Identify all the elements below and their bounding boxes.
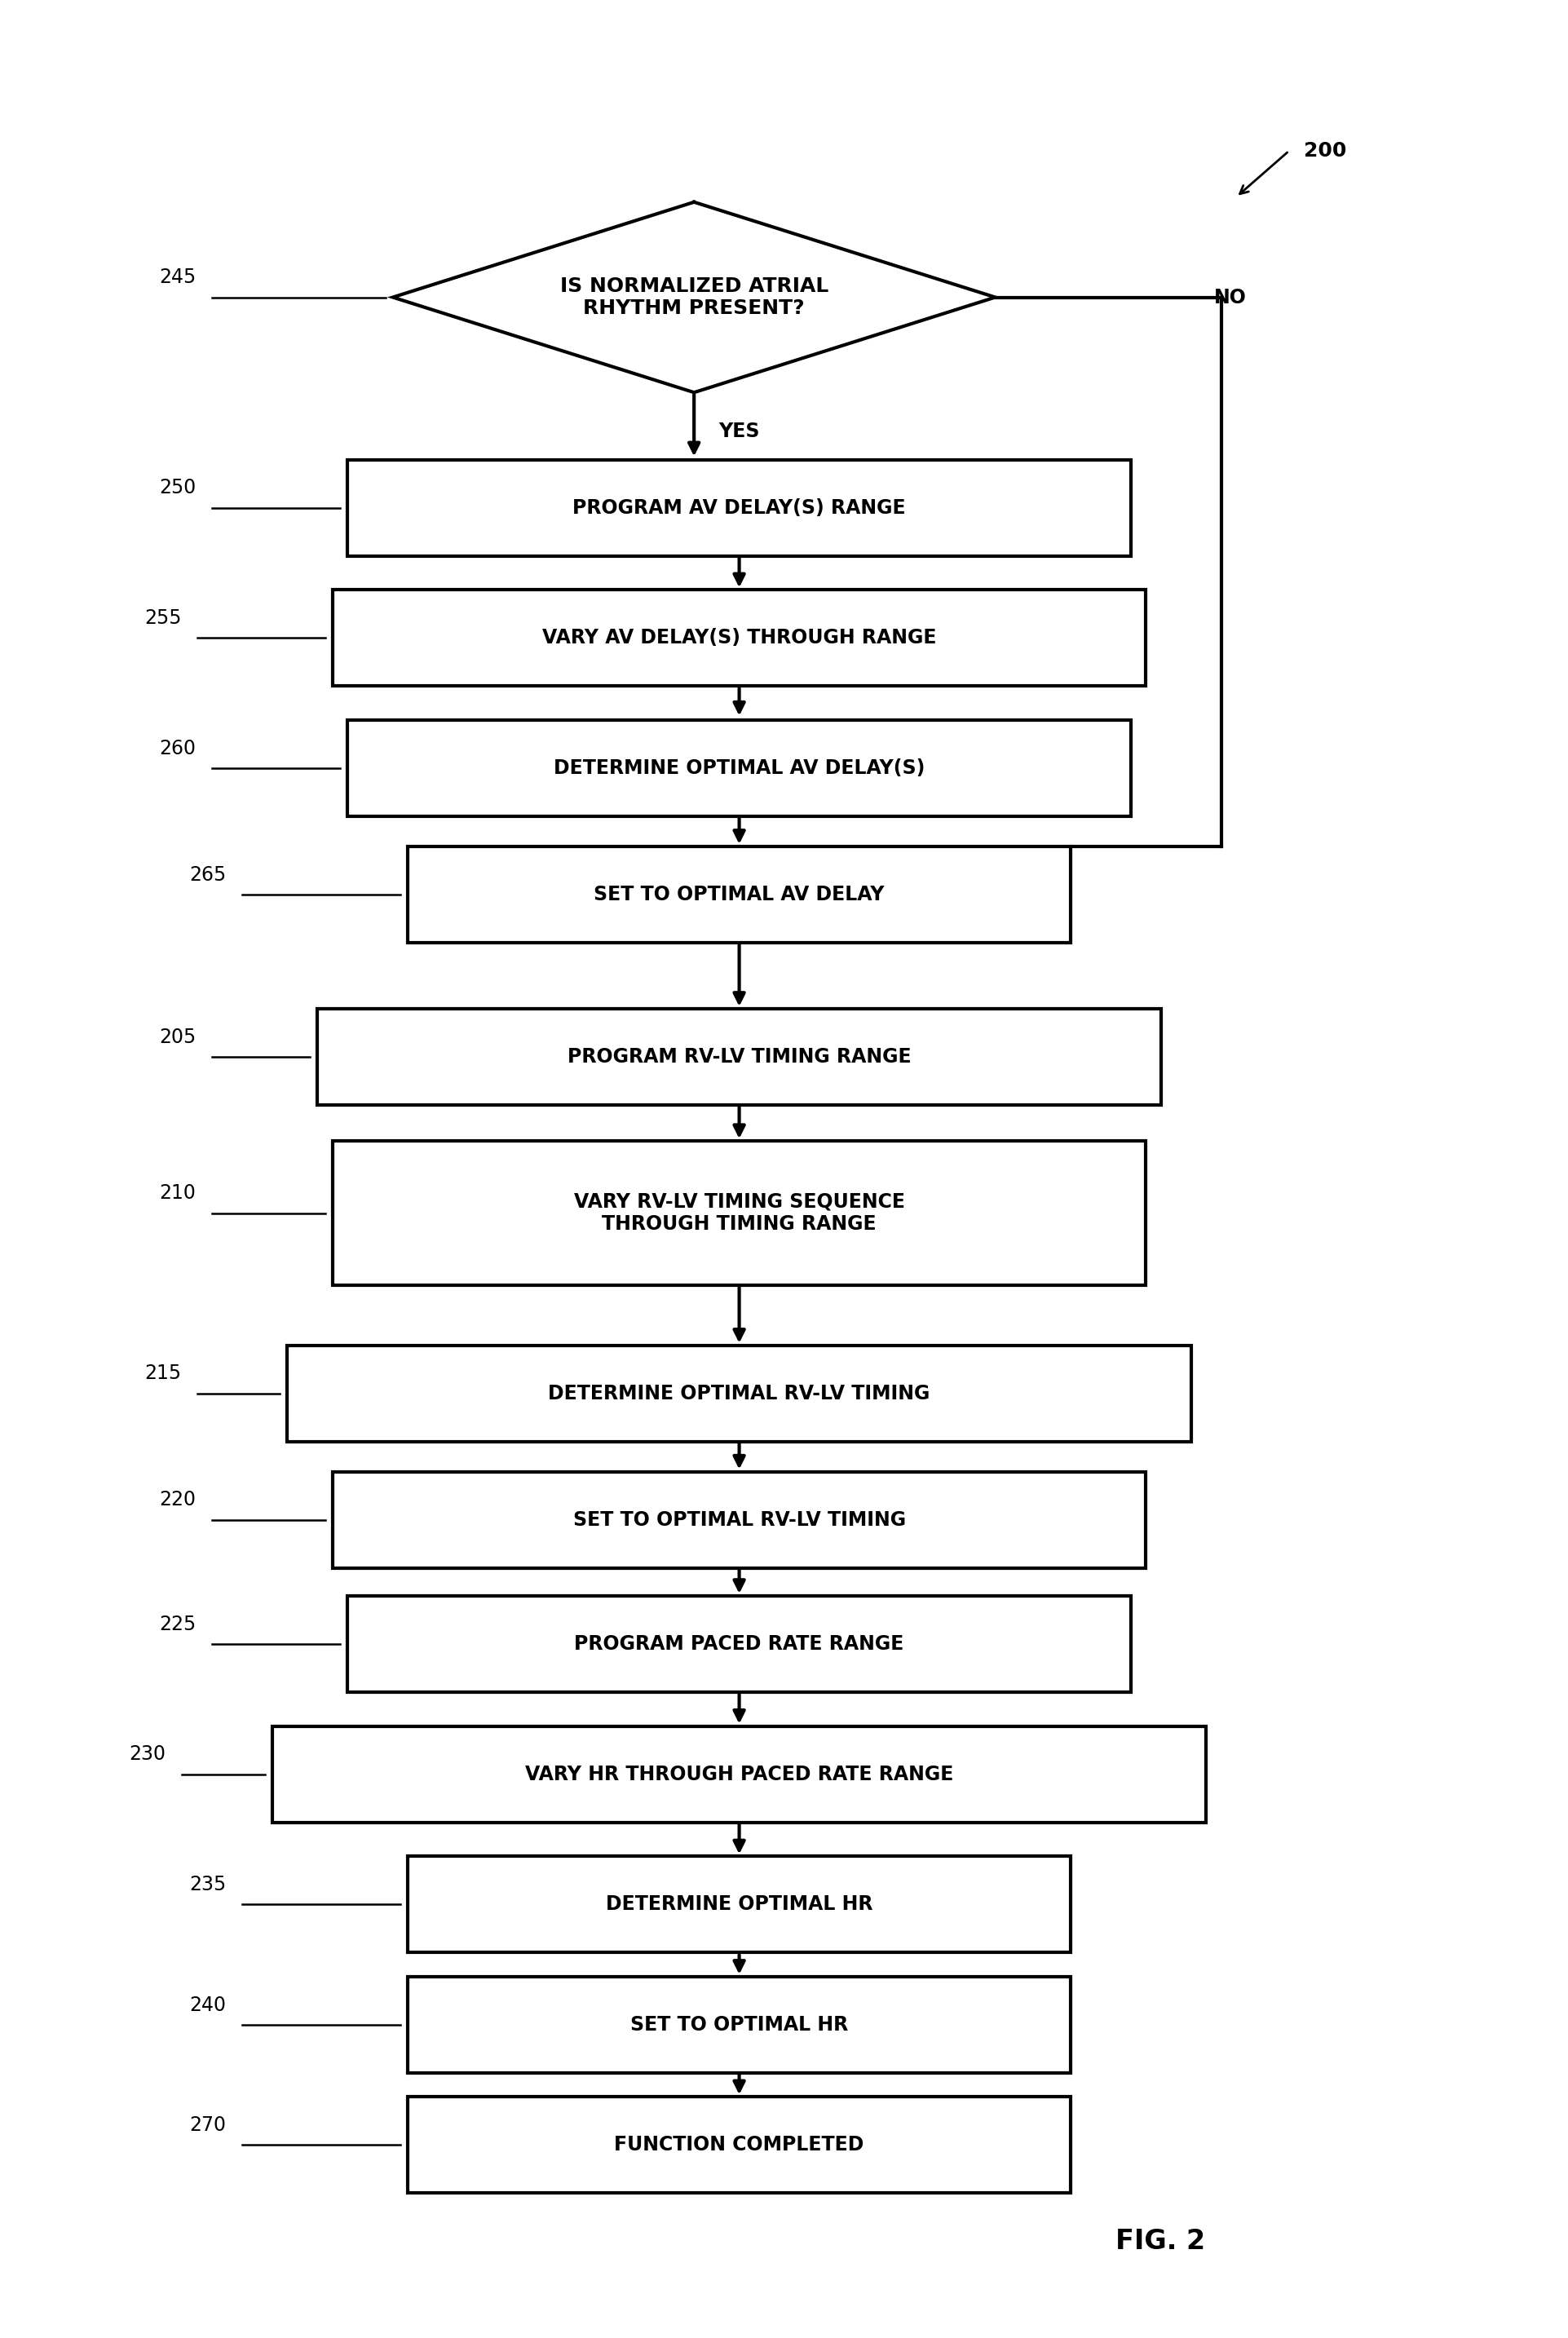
Text: 260: 260 <box>160 739 196 758</box>
Text: 235: 235 <box>190 1875 226 1894</box>
Bar <box>287 1344 1190 1443</box>
Text: VARY HR THROUGH PACED RATE RANGE: VARY HR THROUGH PACED RATE RANGE <box>525 1765 953 1784</box>
Text: SET TO OPTIMAL HR: SET TO OPTIMAL HR <box>630 2015 848 2034</box>
Text: 245: 245 <box>160 267 196 288</box>
Bar <box>408 1976 1069 2074</box>
Text: 270: 270 <box>190 2116 226 2135</box>
Text: 255: 255 <box>144 608 182 629</box>
Text: 220: 220 <box>160 1489 196 1510</box>
Text: DETERMINE OPTIMAL RV-LV TIMING: DETERMINE OPTIMAL RV-LV TIMING <box>547 1384 930 1403</box>
Text: DETERMINE OPTIMAL HR: DETERMINE OPTIMAL HR <box>605 1894 872 1915</box>
Text: NO: NO <box>1214 288 1245 306</box>
Text: FUNCTION COMPLETED: FUNCTION COMPLETED <box>615 2135 864 2156</box>
Text: 215: 215 <box>144 1363 180 1384</box>
Text: FIG. 2: FIG. 2 <box>1115 2228 1204 2254</box>
Bar <box>273 1725 1206 1821</box>
Text: 240: 240 <box>190 1994 226 2015</box>
Text: IS NORMALIZED ATRIAL
RHYTHM PRESENT?: IS NORMALIZED ATRIAL RHYTHM PRESENT? <box>560 276 828 318</box>
Text: VARY AV DELAY(S) THROUGH RANGE: VARY AV DELAY(S) THROUGH RANGE <box>543 629 936 648</box>
Bar <box>332 1471 1145 1569</box>
Bar <box>348 720 1131 816</box>
Text: 230: 230 <box>129 1744 166 1765</box>
Text: 265: 265 <box>190 865 226 884</box>
Text: PROGRAM PACED RATE RANGE: PROGRAM PACED RATE RANGE <box>574 1634 903 1653</box>
Text: 250: 250 <box>160 477 196 498</box>
Bar <box>408 1856 1069 1952</box>
Text: 205: 205 <box>160 1026 196 1047</box>
Text: SET TO OPTIMAL AV DELAY: SET TO OPTIMAL AV DELAY <box>594 884 884 905</box>
Bar <box>317 1008 1160 1106</box>
Bar <box>408 2097 1069 2193</box>
Bar <box>348 461 1131 556</box>
Bar <box>332 1141 1145 1286</box>
Text: 225: 225 <box>160 1613 196 1634</box>
Bar <box>348 1597 1131 1693</box>
Text: DETERMINE OPTIMAL AV DELAY(S): DETERMINE OPTIMAL AV DELAY(S) <box>554 758 925 779</box>
Text: VARY RV-LV TIMING SEQUENCE
THROUGH TIMING RANGE: VARY RV-LV TIMING SEQUENCE THROUGH TIMIN… <box>574 1192 905 1234</box>
Text: YES: YES <box>718 421 759 442</box>
Text: 210: 210 <box>160 1183 196 1204</box>
Bar <box>332 589 1145 685</box>
Bar <box>408 846 1069 942</box>
Text: 200: 200 <box>1303 140 1345 161</box>
Text: PROGRAM RV-LV TIMING RANGE: PROGRAM RV-LV TIMING RANGE <box>568 1047 911 1066</box>
Text: PROGRAM AV DELAY(S) RANGE: PROGRAM AV DELAY(S) RANGE <box>572 498 905 517</box>
Text: SET TO OPTIMAL RV-LV TIMING: SET TO OPTIMAL RV-LV TIMING <box>572 1510 905 1529</box>
